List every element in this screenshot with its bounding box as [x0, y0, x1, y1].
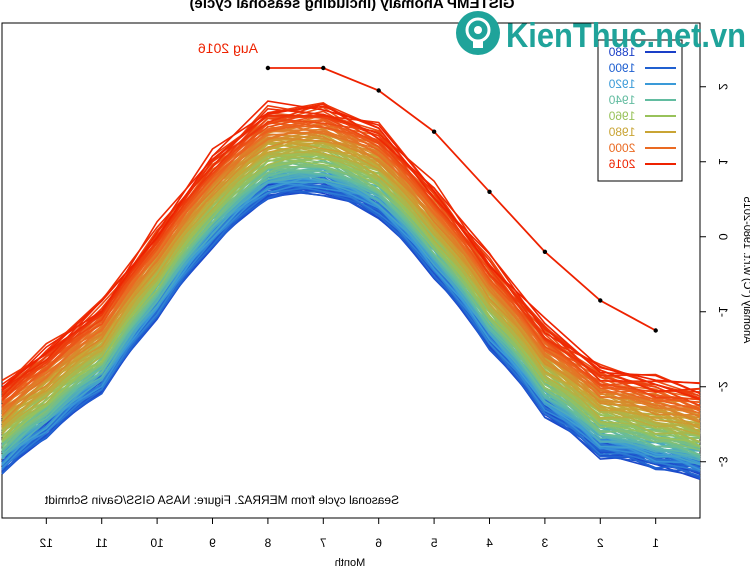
watermark: KienThuc.net.vn — [456, 11, 746, 55]
legend-box — [597, 39, 683, 182]
series-line-2010 — [1, 102, 701, 395]
legend-label-2016: 2016 — [608, 157, 635, 171]
x-tick-label: 11 — [95, 536, 108, 550]
x-axis-label: Month — [335, 557, 366, 569]
point-2016-m6 — [376, 88, 381, 93]
y-tick-label: 0 — [716, 233, 730, 240]
y-tick-label: -1 — [716, 306, 730, 317]
caption: Seasonal cycle from MERRA2. Figure: NASA… — [44, 493, 399, 507]
point-2016-m4 — [487, 189, 492, 194]
legend-label-2000: 2000 — [608, 141, 635, 155]
legend-label-1900: 1900 — [608, 61, 635, 75]
series-line-1972 — [1, 139, 701, 436]
y-tick-label: -2 — [716, 381, 730, 392]
series-line-2016 — [267, 67, 657, 332]
series-line-2004 — [1, 117, 701, 402]
series-2016-group — [265, 65, 658, 333]
point-2016-m7 — [321, 65, 326, 71]
y-tick-label: -3 — [716, 456, 730, 467]
point-2016-m2 — [598, 298, 603, 303]
bulb-logo-icon — [456, 11, 500, 55]
plot-frame — [1, 22, 701, 519]
x-tick-label: 3 — [541, 536, 548, 550]
legend-label-1960: 1960 — [608, 109, 635, 123]
legend: 1880 1900 1920 1940 1960 1980 2000 2016 — [597, 39, 683, 182]
x-tick-label: 7 — [320, 536, 327, 550]
series-group — [1, 100, 701, 480]
x-tick-label: 10 — [150, 536, 164, 550]
chart-title: GISTEMP Anomaly (including seasonal cycl… — [189, 0, 514, 12]
point-2016-m8 — [265, 65, 271, 71]
legend-label-1880: 1880 — [608, 45, 635, 59]
point-2016-m3 — [542, 249, 548, 254]
x-tick-label: 8 — [264, 536, 271, 550]
x-tick-label: 5 — [430, 536, 437, 550]
x-tick-label: 2 — [597, 536, 604, 550]
x-tick-label: 9 — [209, 536, 216, 550]
y-tick-label: 2 — [716, 83, 730, 90]
x-tick-label: 1 — [652, 536, 659, 550]
annotation-aug-2016: Aug 2016 — [198, 40, 258, 56]
y-axis: -3 -2 -1 0 1 2 — [700, 83, 730, 467]
legend-label-1940: 1940 — [608, 93, 635, 107]
x-tick-label: 4 — [486, 536, 493, 550]
y-tick-label: 1 — [716, 158, 730, 165]
point-2016-m5 — [431, 129, 437, 134]
x-tick-label: 6 — [375, 536, 382, 550]
point-2016-m1 — [653, 328, 658, 333]
legend-label-1980: 1980 — [608, 125, 635, 139]
x-tick-label: 12 — [39, 536, 53, 550]
y-axis-label: Anomaly (°C) w.r.t. 1980-2015 — [741, 197, 750, 344]
watermark-text: KienThuc.net.vn — [506, 17, 746, 55]
legend-label-1920: 1920 — [608, 77, 635, 91]
series-line-2015 — [1, 100, 701, 389]
